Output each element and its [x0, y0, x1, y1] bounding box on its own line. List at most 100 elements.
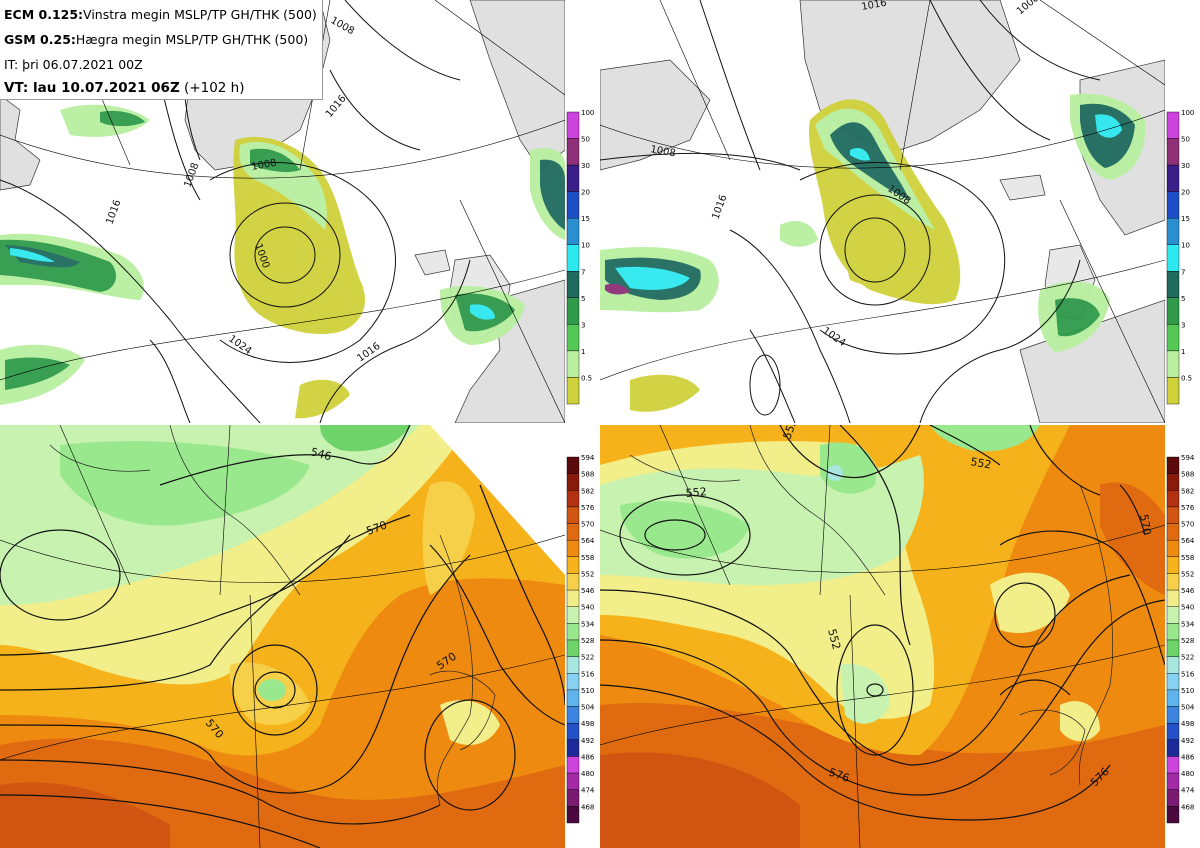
colorbar-label: 576: [581, 504, 595, 512]
colorbar-swatch: [566, 490, 580, 508]
colorbar-swatch: [566, 639, 580, 657]
height-contours: [600, 425, 1165, 821]
colorbar-label: 0.5: [1181, 374, 1192, 382]
colorbar-swatch: [1166, 324, 1180, 352]
colorbar-swatch: [1166, 506, 1180, 524]
colorbar-label: 588: [1181, 471, 1194, 479]
ecm-model-label: ECM 0.125:: [4, 7, 84, 22]
colorbar-label: 480: [1181, 770, 1194, 778]
precip-colorbar-right: 100 50 30 20 15 10 7 5 3 1 0.5: [1166, 109, 1197, 405]
colorbar-label: 474: [1181, 787, 1195, 795]
colorbar-label: 480: [581, 770, 594, 778]
colorbar-swatch: [1166, 473, 1180, 491]
precip-fields: [0, 104, 565, 419]
colorbar-swatch: [1166, 623, 1180, 641]
colorbar-swatch: [1166, 539, 1180, 558]
colorbar-swatch: [566, 164, 580, 192]
ecm-height-thickness-map: 546 570 570 570: [0, 425, 565, 848]
colorbar-swatch: [1166, 589, 1180, 607]
colorbar-swatch: [1166, 656, 1180, 674]
height-colorbar-right: 594 588 582 576 570 564 558 552 546 540 534 528 522 5…: [1166, 454, 1197, 824]
colorbar-label: 522: [1181, 654, 1194, 662]
precip-fields: [600, 93, 1146, 412]
graticule: [0, 425, 565, 848]
colorbar-label: 30: [581, 162, 590, 170]
colorbar-swatch: [566, 722, 580, 741]
colorbar-label: 528: [1181, 637, 1194, 645]
colorbar-label: 516: [1181, 670, 1195, 678]
colorbar-swatch: [566, 456, 580, 474]
colorbar-label: 7: [581, 268, 585, 276]
colorbar-swatch: [566, 656, 580, 674]
colorbar-swatch: [566, 706, 580, 724]
gsm-height-thickness-map: 552 552 552 552 576 576 570: [600, 425, 1165, 848]
colorbar-swatch: [566, 739, 580, 757]
colorbar-swatch: [566, 191, 580, 219]
colorbar-label: 486: [1181, 753, 1195, 761]
colorbar-label: 492: [581, 737, 594, 745]
colorbar-swatch: [566, 377, 580, 405]
colorbar-label: 50: [1181, 136, 1190, 144]
colorbar-swatch: [1166, 772, 1180, 790]
gsm-info-line: GSM 0.25:Hægra megin MSLP/TP GH/THK (500…: [4, 32, 308, 47]
europe-land: [454, 279, 565, 423]
colorbar-label: 10: [581, 242, 590, 250]
map-boundary-blank: [430, 425, 565, 575]
colorbar-label: 3: [1181, 321, 1185, 329]
iceland-land: [414, 249, 451, 276]
colorbar-swatch: [1166, 271, 1180, 299]
colorbar-swatch: [566, 689, 580, 707]
canada-land: [0, 94, 41, 191]
colorbar-swatch: [1166, 673, 1180, 691]
colorbar-label: 570: [1181, 521, 1194, 529]
colorbar-swatch: [1166, 297, 1180, 325]
colorbar-label: 10: [1181, 242, 1190, 250]
colorbar-label: 522: [581, 654, 594, 662]
lead-time: (+102 h): [184, 80, 245, 96]
colorbar-swatch: [566, 606, 580, 624]
colorbar-label: 534: [1181, 620, 1195, 628]
colorbar-label: 558: [1181, 554, 1194, 562]
contour-label: 1008: [251, 158, 278, 173]
iceland-land: [999, 174, 1046, 201]
colorbar-swatch: [1166, 573, 1180, 591]
colorbar-label: 468: [1181, 803, 1194, 811]
colorbar-swatch: [1166, 138, 1180, 166]
coastlines: [629, 425, 1113, 786]
colorbar-swatch: [566, 217, 580, 245]
colorbar-swatch: [1166, 606, 1180, 624]
colorbar-swatch: [566, 271, 580, 299]
colorbar-swatch: [566, 623, 580, 641]
colorbar-label: 468: [581, 803, 594, 811]
graticule: [600, 0, 1165, 423]
colorbar-swatch: [1166, 377, 1180, 405]
colorbar-swatch: [566, 756, 580, 774]
colorbar-swatch: [566, 523, 580, 541]
contour-label: 546: [309, 445, 333, 463]
colorbar-label: 594: [1181, 454, 1195, 462]
colorbar-label: 20: [581, 189, 590, 197]
colorbar-label: 20: [1181, 189, 1190, 197]
colorbar-swatch: [1166, 350, 1180, 378]
colorbar-swatch: [566, 324, 580, 352]
colorbar-label: 546: [1181, 587, 1195, 595]
contour-label: 552: [969, 455, 992, 471]
colorbar-label: 534: [581, 620, 595, 628]
colorbar-label: 5: [581, 295, 585, 303]
colorbar-swatch: [1166, 722, 1180, 741]
colorbar-label: 552: [1181, 570, 1194, 578]
initial-time: IT: þri 06.07.2021 00Z: [4, 57, 143, 72]
contour-label: 1016: [861, 0, 888, 13]
colorbar-swatch: [1166, 191, 1180, 219]
colorbar-swatch: [1166, 739, 1180, 757]
colorbar-label: 100: [581, 109, 594, 117]
colorbar-label: 15: [1181, 215, 1190, 223]
ecm-description: Vinstra megin MSLP/TP GH/THK (500): [83, 7, 317, 22]
colorbar-swatch: [566, 297, 580, 325]
precip-colorbar-left: 100 50 30 20 15 10 7 5 3 1 0.5: [566, 109, 597, 405]
colorbar-swatch: [1166, 556, 1180, 574]
colorbar-swatch: [566, 506, 580, 524]
colorbar-swatch: [566, 556, 580, 574]
colorbar-swatch: [1166, 164, 1180, 192]
mslp-contours: [0, 0, 471, 423]
